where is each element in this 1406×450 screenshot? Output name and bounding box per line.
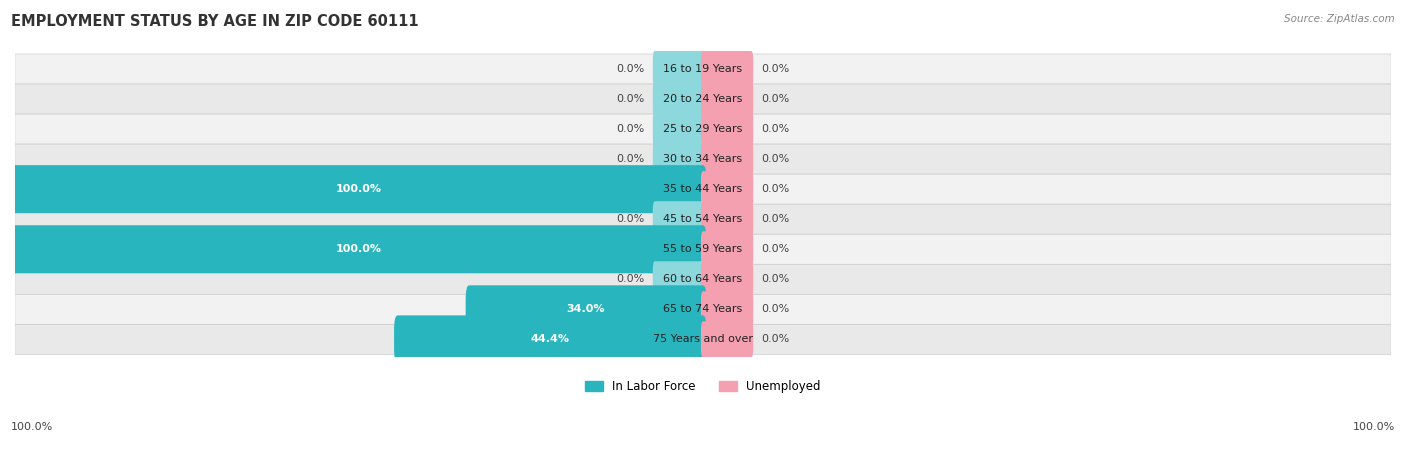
FancyBboxPatch shape xyxy=(702,111,754,147)
Text: 44.4%: 44.4% xyxy=(530,334,569,344)
FancyBboxPatch shape xyxy=(652,81,704,117)
FancyBboxPatch shape xyxy=(702,291,754,328)
Text: 0.0%: 0.0% xyxy=(616,214,644,224)
FancyBboxPatch shape xyxy=(702,201,754,237)
FancyBboxPatch shape xyxy=(702,261,754,297)
Text: 0.0%: 0.0% xyxy=(762,304,790,315)
FancyBboxPatch shape xyxy=(15,324,1391,355)
Text: 55 to 59 Years: 55 to 59 Years xyxy=(664,244,742,254)
Text: 0.0%: 0.0% xyxy=(762,244,790,254)
FancyBboxPatch shape xyxy=(652,51,704,87)
Text: 20 to 24 Years: 20 to 24 Years xyxy=(664,94,742,104)
Legend: In Labor Force, Unemployed: In Labor Force, Unemployed xyxy=(581,375,825,397)
Text: 0.0%: 0.0% xyxy=(762,124,790,134)
Text: 100.0%: 100.0% xyxy=(336,244,382,254)
Text: 30 to 34 Years: 30 to 34 Years xyxy=(664,154,742,164)
FancyBboxPatch shape xyxy=(652,111,704,147)
FancyBboxPatch shape xyxy=(702,321,754,357)
Text: 0.0%: 0.0% xyxy=(616,124,644,134)
FancyBboxPatch shape xyxy=(15,84,1391,114)
FancyBboxPatch shape xyxy=(652,261,704,297)
FancyBboxPatch shape xyxy=(702,231,754,267)
Text: 0.0%: 0.0% xyxy=(616,94,644,104)
FancyBboxPatch shape xyxy=(11,165,706,213)
Text: 0.0%: 0.0% xyxy=(762,214,790,224)
FancyBboxPatch shape xyxy=(702,141,754,177)
FancyBboxPatch shape xyxy=(394,315,706,364)
Text: 34.0%: 34.0% xyxy=(567,304,606,315)
FancyBboxPatch shape xyxy=(15,264,1391,294)
FancyBboxPatch shape xyxy=(11,225,706,273)
Text: Source: ZipAtlas.com: Source: ZipAtlas.com xyxy=(1284,14,1395,23)
Text: 100.0%: 100.0% xyxy=(1353,422,1395,432)
Text: 100.0%: 100.0% xyxy=(336,184,382,194)
Text: 100.0%: 100.0% xyxy=(11,422,53,432)
Text: 0.0%: 0.0% xyxy=(762,64,790,74)
FancyBboxPatch shape xyxy=(15,144,1391,174)
Text: 35 to 44 Years: 35 to 44 Years xyxy=(664,184,742,194)
FancyBboxPatch shape xyxy=(652,201,704,237)
Text: 45 to 54 Years: 45 to 54 Years xyxy=(664,214,742,224)
Text: 75 Years and over: 75 Years and over xyxy=(652,334,754,344)
Text: 0.0%: 0.0% xyxy=(616,274,644,284)
FancyBboxPatch shape xyxy=(702,51,754,87)
FancyBboxPatch shape xyxy=(702,81,754,117)
Text: 0.0%: 0.0% xyxy=(616,64,644,74)
FancyBboxPatch shape xyxy=(15,174,1391,204)
FancyBboxPatch shape xyxy=(15,294,1391,324)
FancyBboxPatch shape xyxy=(15,234,1391,264)
FancyBboxPatch shape xyxy=(15,114,1391,144)
FancyBboxPatch shape xyxy=(15,204,1391,234)
Text: 0.0%: 0.0% xyxy=(762,154,790,164)
Text: 25 to 29 Years: 25 to 29 Years xyxy=(664,124,742,134)
Text: 0.0%: 0.0% xyxy=(762,334,790,344)
Text: 65 to 74 Years: 65 to 74 Years xyxy=(664,304,742,315)
Text: EMPLOYMENT STATUS BY AGE IN ZIP CODE 60111: EMPLOYMENT STATUS BY AGE IN ZIP CODE 601… xyxy=(11,14,419,28)
FancyBboxPatch shape xyxy=(652,141,704,177)
Text: 0.0%: 0.0% xyxy=(762,274,790,284)
Text: 0.0%: 0.0% xyxy=(616,154,644,164)
FancyBboxPatch shape xyxy=(465,285,706,333)
FancyBboxPatch shape xyxy=(702,171,754,207)
FancyBboxPatch shape xyxy=(15,54,1391,84)
Text: 60 to 64 Years: 60 to 64 Years xyxy=(664,274,742,284)
Text: 0.0%: 0.0% xyxy=(762,94,790,104)
Text: 16 to 19 Years: 16 to 19 Years xyxy=(664,64,742,74)
Text: 0.0%: 0.0% xyxy=(762,184,790,194)
